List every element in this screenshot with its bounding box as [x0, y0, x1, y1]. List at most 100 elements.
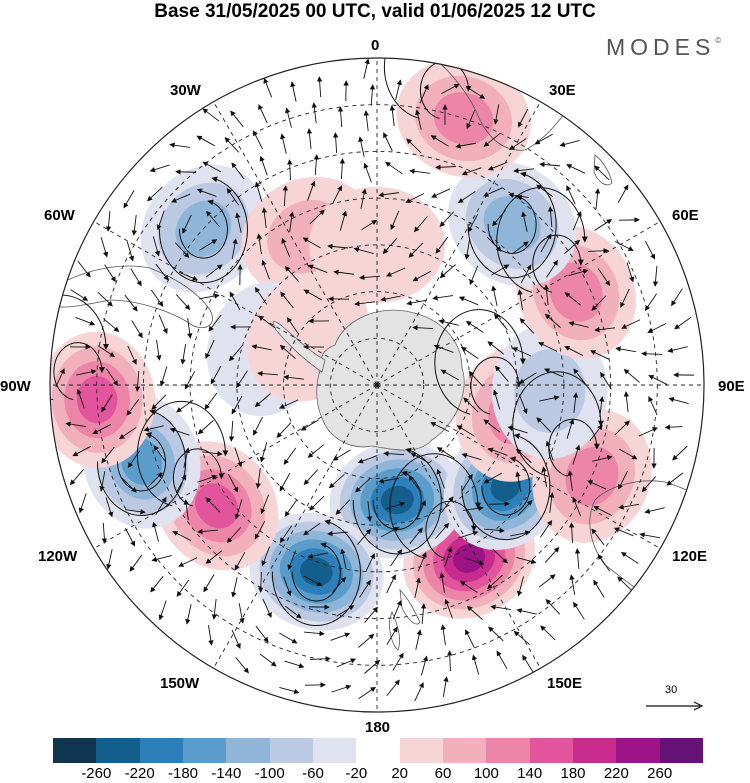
- wind-arrow: [143, 425, 164, 432]
- wind-arrow: [488, 626, 504, 642]
- label-lon-60w: 60W: [44, 207, 75, 224]
- wind-arrow: [508, 138, 527, 151]
- wind-arrow: [589, 424, 603, 442]
- wind-arrow: [355, 477, 371, 493]
- anomaly-contour: [514, 349, 586, 433]
- wind-arrow: [541, 466, 547, 487]
- label-lon-120w: 120W: [38, 548, 78, 565]
- wind-arrow: [668, 396, 689, 405]
- wind-arrow: [336, 658, 357, 668]
- wind-arrow: [205, 339, 215, 359]
- streamline: [419, 60, 472, 119]
- wind-arrow: [180, 344, 187, 365]
- wind-arrow: [466, 109, 476, 130]
- wind-arrow: [539, 519, 553, 538]
- colorbar-segment: [486, 738, 530, 763]
- colorbar-tick-label: -220: [124, 765, 155, 782]
- wind-arrow: [433, 344, 454, 353]
- wind-arrow: [72, 445, 92, 457]
- wind-arrow: [204, 392, 218, 410]
- wind-arrow: [205, 550, 223, 564]
- wind-arrow: [615, 346, 636, 353]
- wind-arrow: [594, 326, 615, 333]
- wind-arrow: [517, 576, 524, 597]
- wind-arrow: [300, 419, 319, 431]
- wind-arrow: [369, 84, 376, 106]
- wind-arrow: [464, 557, 485, 566]
- label-lon-0: 0: [371, 37, 380, 54]
- modes-logo: MODES©: [606, 34, 721, 61]
- streamline: [372, 470, 422, 530]
- colorbar-tick-label: -100: [254, 765, 285, 782]
- label-lon-60e: 60E: [672, 207, 699, 224]
- wind-arrow: [671, 288, 683, 307]
- wind-arrow: [359, 579, 371, 598]
- wind-arrow: [488, 501, 510, 507]
- wind-arrow: [486, 574, 503, 590]
- wind-arrow: [559, 140, 580, 148]
- wind-arrow: [466, 605, 483, 620]
- wind-arrow: [336, 605, 355, 617]
- streamline: [50, 294, 109, 401]
- wind-arrow: [126, 241, 135, 262]
- wind-arrow: [383, 132, 393, 152]
- streamline: [53, 342, 105, 401]
- wind-arrow: [383, 450, 405, 457]
- wind-arrow: [613, 527, 634, 537]
- wind-arrow: [327, 243, 348, 250]
- wind-arrow: [228, 345, 243, 362]
- wind-arrow: [592, 455, 613, 462]
- wind-arrow: [415, 109, 422, 130]
- wind-arrow: [313, 154, 320, 176]
- wind-arrow: [303, 469, 319, 486]
- wind-arrow: [483, 133, 501, 147]
- wind-arrow: [516, 556, 537, 565]
- colorbar-tick-label: 180: [560, 765, 586, 782]
- colorbar-segment: [616, 738, 660, 763]
- wind-arrow: [380, 295, 401, 302]
- wind-arrow: [316, 76, 323, 98]
- wind-arrow: [101, 446, 115, 464]
- label-lon-180: 180: [365, 719, 391, 736]
- wind-arrow: [210, 366, 222, 385]
- wind-arrow: [185, 604, 192, 625]
- wind-arrow: [309, 495, 325, 511]
- wind-arrow: [390, 210, 400, 231]
- wind-arrow: [361, 219, 378, 231]
- wind-arrow: [566, 164, 586, 174]
- wind-arrow: [279, 399, 299, 409]
- wind-arrow: [618, 470, 628, 490]
- wind-arrow: [386, 679, 400, 697]
- wind-arrow: [447, 650, 453, 672]
- wind-arrow: [254, 286, 267, 305]
- streamline: [481, 456, 531, 516]
- anomaly-contour: [549, 262, 603, 322]
- wind-arrow: [412, 324, 434, 331]
- anomaly-contour: [483, 196, 541, 252]
- wind-arrow: [573, 601, 585, 620]
- south-pole-marker: [374, 382, 380, 388]
- wind-arrow: [405, 193, 425, 203]
- wind-arrow: [487, 161, 508, 171]
- wind-arrow: [127, 345, 137, 365]
- colorbar-tick-label: 220: [603, 765, 629, 782]
- wind-arrow: [303, 575, 323, 587]
- wind-arrow: [258, 104, 268, 124]
- wind-arrow: [284, 605, 302, 619]
- wind-arrow: [279, 344, 296, 359]
- wind-arrow: [386, 267, 406, 277]
- wind-arrow: [469, 265, 479, 286]
- wind-arrow: [538, 574, 556, 588]
- wind-arrow: [151, 555, 172, 562]
- wind-arrow: [331, 684, 352, 693]
- wind-arrow: [647, 323, 667, 333]
- wind-arrow: [77, 260, 91, 278]
- wind-arrow: [641, 351, 663, 357]
- wind-arrow: [597, 554, 611, 572]
- latitude-circle: [329, 337, 425, 433]
- streamline: [389, 453, 481, 559]
- wind-arrow: [150, 289, 164, 307]
- wind-arrow: [285, 107, 292, 128]
- wind-arrow: [172, 531, 192, 541]
- wind-arrow: [593, 579, 605, 598]
